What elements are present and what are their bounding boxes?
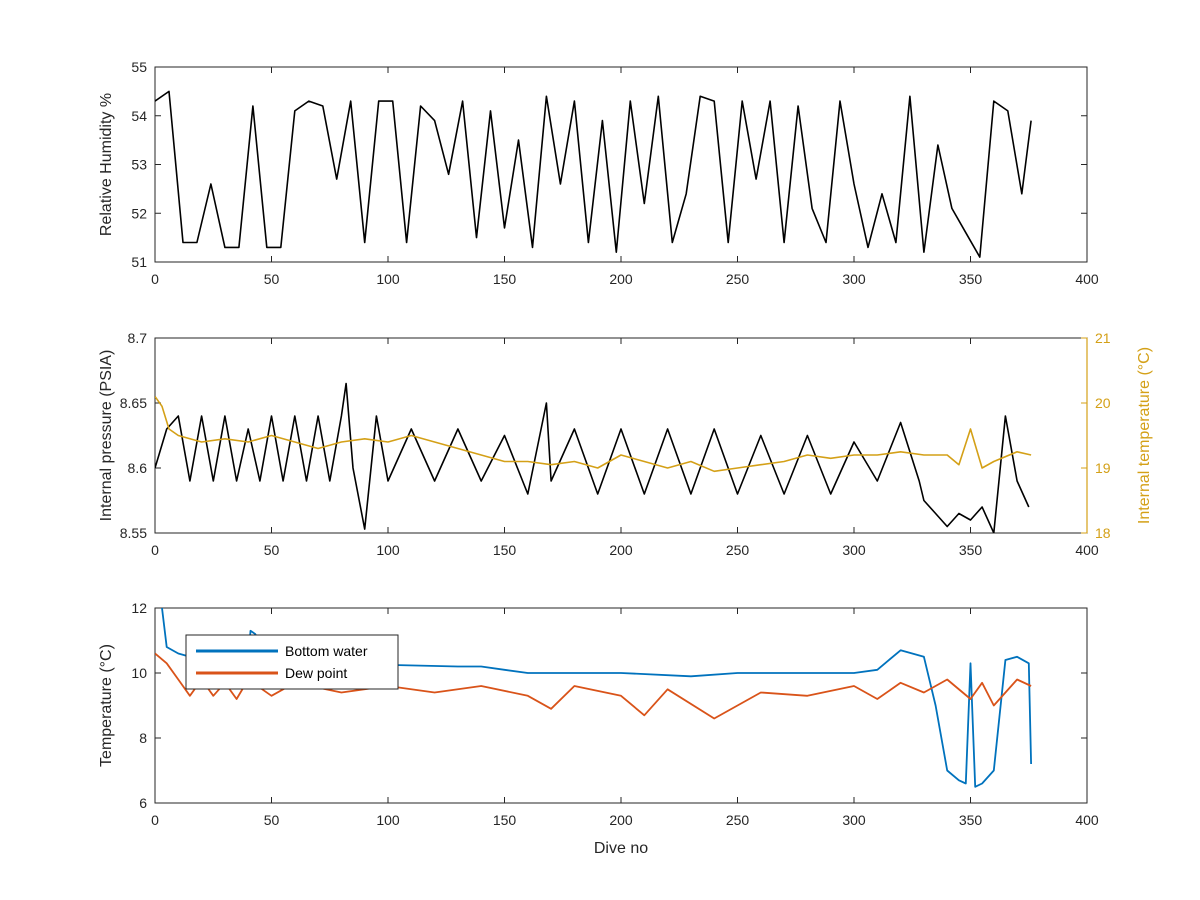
y-tick-label: 55 bbox=[131, 59, 147, 75]
legend-box bbox=[185, 634, 399, 690]
series-0-line bbox=[155, 382, 1030, 533]
x-tick-label: 400 bbox=[1075, 271, 1099, 287]
series-1-line bbox=[155, 396, 1032, 473]
y-tick-label: 8 bbox=[139, 730, 147, 746]
x-tick-label: 200 bbox=[609, 542, 633, 558]
x-tick-label: 350 bbox=[959, 542, 983, 558]
legend-label: Dew point bbox=[285, 665, 347, 681]
x-tick-label: 50 bbox=[264, 542, 280, 558]
legend-label: Bottom water bbox=[285, 643, 368, 659]
y-axis-label: Internal pressure (PSIA) bbox=[98, 350, 115, 522]
y2-axis-label: Internal temperature (°C) bbox=[1136, 347, 1153, 524]
x-tick-label: 150 bbox=[493, 271, 517, 287]
x-tick-label: 300 bbox=[842, 542, 866, 558]
x-tick-label: 400 bbox=[1075, 542, 1099, 558]
bottom-water-line bbox=[161, 608, 1032, 788]
x-tick-label: 250 bbox=[726, 271, 750, 287]
x-tick-label: 400 bbox=[1075, 812, 1099, 828]
y-tick-label: 8.6 bbox=[128, 460, 148, 476]
y-tick-label: 54 bbox=[131, 108, 147, 124]
y-axis-label: Temperature (°C) bbox=[98, 644, 115, 767]
x-tick-label: 100 bbox=[376, 812, 400, 828]
x-tick-label: 50 bbox=[264, 812, 280, 828]
y-tick-label: 51 bbox=[131, 254, 147, 270]
plot-area bbox=[154, 337, 1088, 534]
y-tick-label: 10 bbox=[131, 665, 147, 681]
x-tick-label: 150 bbox=[493, 812, 517, 828]
humidity-panel: 0 50 100 150 200 250 300 350 400 51 52 53 54 55 Relati… bbox=[98, 59, 1099, 287]
pressure-temperature-panel: 0 50 100 150 200 250 300 350 400 8.55 8.6 8.65 8.7 18… bbox=[98, 330, 1153, 558]
x-axis-label: Dive no bbox=[594, 840, 648, 857]
x-tick-label: 0 bbox=[151, 542, 159, 558]
y2-tick-label: 21 bbox=[1095, 330, 1111, 346]
y-tick-label: 12 bbox=[131, 600, 147, 616]
x-tick-label: 200 bbox=[609, 271, 633, 287]
x-tick-label: 100 bbox=[376, 271, 400, 287]
y-tick-label: 6 bbox=[139, 795, 147, 811]
y2-tick-label: 19 bbox=[1095, 460, 1111, 476]
temperature-panel: 0 50 100 150 200 250 300 350 400 6 8 10 12 Temperatur… bbox=[98, 600, 1099, 857]
y-tick-label: 8.7 bbox=[128, 330, 148, 346]
y2-tick-label: 20 bbox=[1095, 395, 1111, 411]
x-tick-label: 300 bbox=[842, 271, 866, 287]
y-tick-label: 53 bbox=[131, 157, 147, 173]
series-0-line bbox=[155, 90, 1032, 258]
x-tick-label: 200 bbox=[609, 812, 633, 828]
x-tick-label: 250 bbox=[726, 812, 750, 828]
x-tick-label: 50 bbox=[264, 271, 280, 287]
x-tick-label: 100 bbox=[376, 542, 400, 558]
y-tick-label: 8.55 bbox=[120, 525, 147, 541]
x-tick-label: 350 bbox=[959, 812, 983, 828]
x-tick-label: 150 bbox=[493, 542, 517, 558]
x-tick-label: 0 bbox=[151, 812, 159, 828]
x-tick-label: 300 bbox=[842, 812, 866, 828]
y-axis-label: Relative Humidity % bbox=[98, 93, 115, 236]
plot-area bbox=[154, 66, 1088, 263]
y-tick-label: 8.65 bbox=[120, 395, 147, 411]
y-tick-label: 52 bbox=[131, 205, 147, 221]
x-tick-label: 250 bbox=[726, 542, 750, 558]
x-tick-label: 350 bbox=[959, 271, 983, 287]
y2-tick-label: 18 bbox=[1095, 525, 1111, 541]
x-tick-label: 0 bbox=[151, 271, 159, 287]
